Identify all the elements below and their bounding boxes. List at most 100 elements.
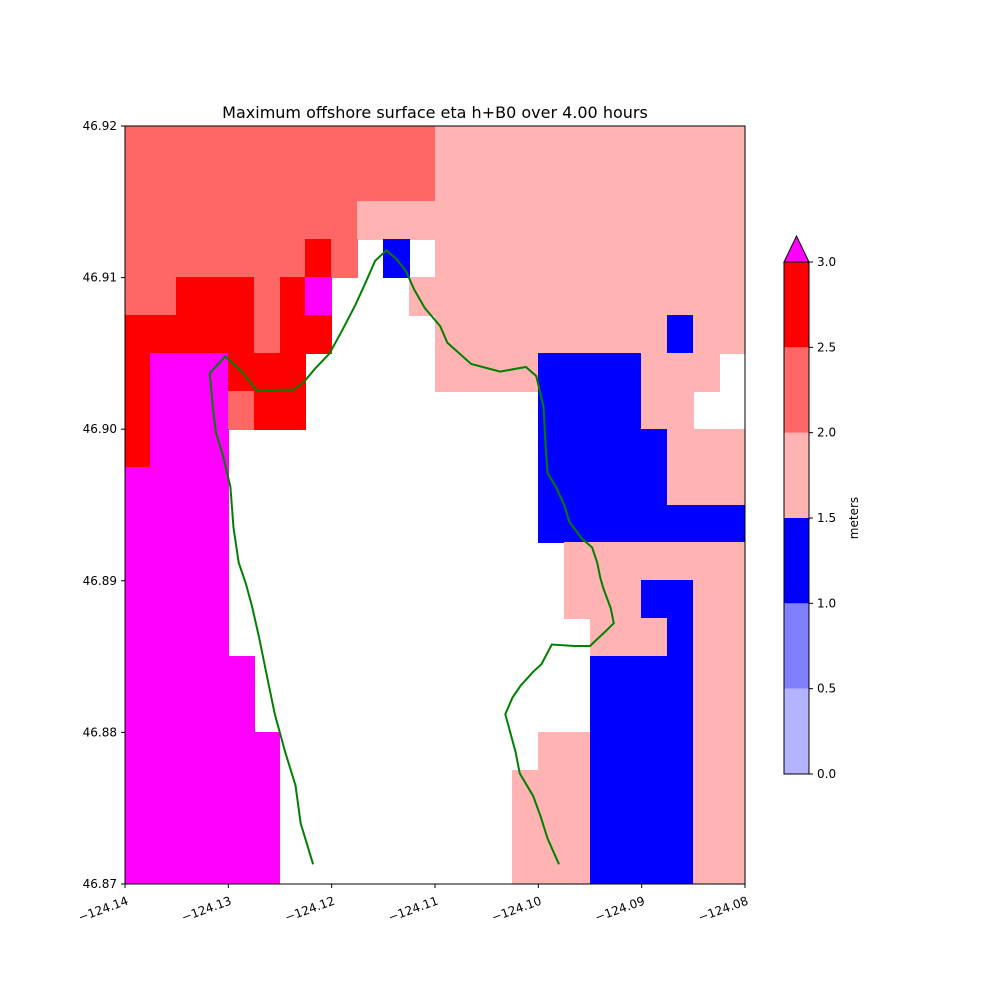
heatmap-cell: [564, 126, 590, 164]
heatmap-cell: [409, 277, 435, 316]
heatmap-cell: [435, 277, 461, 316]
heatmap-cell: [202, 277, 229, 316]
heatmap-cell: [564, 846, 590, 884]
heatmap-cell: [176, 580, 203, 619]
heatmap-cell: [125, 505, 151, 543]
colorbar-segment: [784, 603, 809, 689]
heatmap-cell: [125, 846, 151, 884]
heatmap-cell: [150, 656, 177, 695]
heatmap-cell: [564, 542, 590, 581]
heatmap-cell: [667, 315, 694, 354]
heatmap-cell: [460, 353, 487, 392]
heatmap-cell: [564, 353, 590, 392]
heatmap-cell: [176, 770, 203, 809]
heatmap-cell: [202, 846, 229, 884]
heatmap-cell: [357, 163, 384, 202]
heatmap-cell: [150, 126, 177, 164]
heatmap-cell: [150, 580, 177, 619]
heatmap-cell: [228, 694, 255, 733]
heatmap-cell: [176, 239, 203, 278]
heatmap-cell: [150, 467, 177, 505]
heatmap-cell: [305, 315, 332, 354]
heatmap-cell: [460, 163, 487, 202]
heatmap-cell: [125, 429, 151, 468]
heatmap-cell: [641, 126, 668, 164]
heatmap-cell: [125, 580, 151, 619]
heatmap-cell: [719, 277, 745, 316]
heatmap-cell: [538, 201, 565, 240]
heatmap-cell: [564, 808, 590, 847]
heatmap-cell: [719, 694, 745, 733]
heatmap-cell: [125, 808, 151, 847]
heatmap-cell: [615, 846, 642, 884]
heatmap-cell: [202, 315, 229, 354]
heatmap-cell: [254, 277, 280, 316]
heatmap-cell: [512, 163, 539, 202]
heatmap-cell: [125, 239, 151, 278]
heatmap-cell: [693, 580, 720, 619]
heatmap-cell: [176, 656, 203, 695]
heatmap-cell: [667, 429, 694, 468]
heatmap-cell: [590, 732, 616, 771]
heatmap-cell: [486, 163, 513, 202]
heatmap-cell: [435, 239, 461, 278]
colorbar-segment: [784, 518, 809, 604]
heatmap-cell: [150, 201, 177, 240]
heatmap-cell: [228, 239, 255, 278]
heatmap-cell: [719, 656, 745, 695]
shoreline-line: [208, 248, 615, 865]
heatmap-cell: [641, 542, 668, 581]
heatmap-cell: [564, 391, 590, 430]
heatmap-cell: [125, 656, 151, 695]
colorbar-segment: [784, 432, 809, 518]
heatmap-cell: [564, 429, 590, 468]
heatmap-cell: [719, 770, 745, 809]
heatmap-cell: [228, 163, 255, 202]
heatmap-cell: [693, 353, 720, 392]
heatmap-cell: [667, 505, 694, 543]
heatmap-cell: [719, 580, 745, 619]
heatmap-cell: [719, 505, 745, 543]
heatmap-cell: [150, 277, 177, 316]
heatmap-cell: [590, 353, 616, 392]
heatmap-cell: [590, 126, 616, 164]
heatmap-cell: [667, 277, 694, 316]
heatmap-cell: [150, 353, 177, 392]
heatmap-cell: [719, 163, 745, 202]
heatmap-cell: [693, 126, 720, 164]
heatmap-cell: [254, 239, 280, 278]
heatmap-cell: [228, 315, 255, 354]
heatmap-cell: [564, 505, 590, 543]
heatmap-cell: [125, 201, 151, 240]
heatmap-cell: [667, 391, 694, 430]
heatmap-cell: [538, 315, 565, 354]
heatmap-cell: [150, 391, 177, 430]
x-tick-label: −124.11: [386, 894, 440, 925]
heatmap-cell: [254, 353, 280, 392]
heatmap-cell: [435, 201, 461, 240]
heatmap-cell: [641, 732, 668, 771]
heatmap-cell: [176, 163, 203, 202]
heatmap-cell: [538, 239, 565, 278]
heatmap-cell: [176, 618, 203, 657]
heatmap-cell: [150, 163, 177, 202]
heatmap-cell: [125, 770, 151, 809]
heatmap-cell: [590, 505, 616, 543]
colorbar-tick-label: 1.0: [817, 596, 836, 610]
heatmap-cell: [125, 618, 151, 657]
colorbar-label: meters: [847, 497, 861, 539]
heatmap-cell: [512, 315, 539, 354]
heatmap-cell: [202, 656, 229, 695]
x-tick-label: −124.08: [696, 894, 750, 925]
heatmap-cell: [228, 391, 255, 430]
heatmap-cell: [590, 277, 616, 316]
heatmap-cell: [641, 467, 668, 505]
heatmap-cell: [202, 163, 229, 202]
heatmap-cell: [693, 429, 720, 468]
heatmap-cell: [693, 277, 720, 316]
heatmap-cell: [176, 126, 203, 164]
heatmap-cell: [590, 429, 616, 468]
heatmap-cell: [228, 770, 255, 809]
heatmap-cell: [564, 277, 590, 316]
